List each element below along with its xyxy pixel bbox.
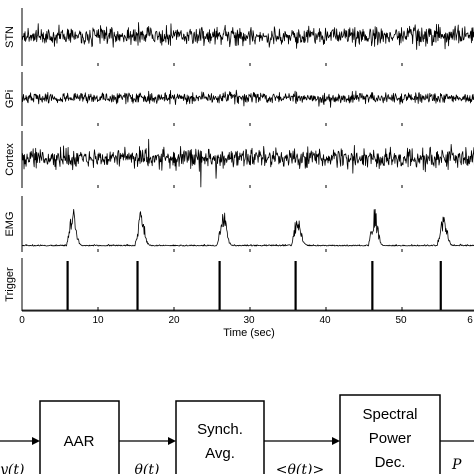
signal-panels: STN GPi Cortex EMG Trigger [4,8,474,312]
signal-after-aar: θ(t) [135,462,160,474]
panel-gpi: GPi [4,72,474,126]
synch-avg-label-2: Avg. [205,445,235,462]
panel-cortex: Cortex [4,131,474,188]
channel-label-trigger: Trigger [4,267,16,302]
x-tick-0: 0 [19,315,25,326]
time-axis: 0 10 20 30 40 50 6 Time (sec) [19,315,473,339]
trace-cortex [21,138,474,188]
x-axis-label: Time (sec) [223,327,275,339]
panel-emg: EMG [4,196,474,252]
trace-gpi [21,89,474,108]
x-tick-20: 20 [168,315,180,326]
aar-label: AAR [64,433,95,450]
aar-to-avg-arrowhead [168,437,176,445]
channel-label-cortex: Cortex [4,143,16,176]
aar-block [39,400,120,474]
signal-after-avg: <θ(t)> [276,462,324,474]
synch-avg-block [175,400,265,474]
x-tick-10: 10 [92,315,104,326]
channel-label-gpi: GPi [4,90,16,108]
x-tick-30: 30 [243,315,255,326]
block-diagram: y(t) AAR θ(t) Synch. Avg. <θ(t)> Spectra… [0,394,474,474]
spectral-power-block [339,394,441,474]
x-tick-40: 40 [319,315,331,326]
signal-output-1: P [451,457,462,473]
synch-avg-label-1: Synch. [197,421,243,438]
x-tick-50: 50 [395,315,407,326]
x-tick-60: 6 [467,315,473,326]
panel-trigger: Trigger [4,258,474,312]
spectral-label-3: Dec. [375,454,406,471]
input-arrowhead [32,437,40,445]
spectral-label-1: Spectral [362,406,417,423]
spectral-label-2: Power [369,430,412,447]
trace-emg [21,208,474,247]
trace-stn [21,22,474,50]
panel-stn: STN [4,8,474,66]
channel-label-emg: EMG [4,211,16,236]
signal-input: y(t) [0,462,24,474]
channel-label-stn: STN [4,26,16,48]
avg-to-spectral-arrowhead [332,437,340,445]
